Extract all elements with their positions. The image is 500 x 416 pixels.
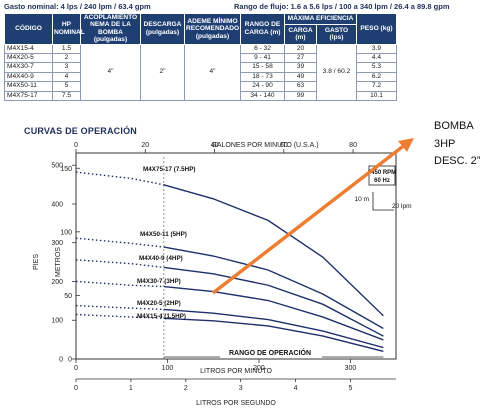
row-peso: 3.9 xyxy=(356,43,398,55)
left-tick-label: 500 xyxy=(51,163,63,170)
series-label: M4X40-9 (4HP) xyxy=(139,255,183,262)
lpm-tick-label: 200 xyxy=(253,365,265,372)
top-tick-label: 20 xyxy=(141,142,149,149)
lps-tick-label: 5 xyxy=(348,385,352,392)
spec-table: CÓDIGO HP NOMINAL ACOPLAMIENTO NEMA DE L… xyxy=(4,13,398,102)
curve-series-dotted xyxy=(75,171,164,186)
series-label: M4X30-7 (3HP) xyxy=(137,278,181,285)
metre-tick-label: 150 xyxy=(60,166,72,173)
series-label: M4X15-4 (1.5HP) xyxy=(137,313,186,320)
series-label: M4X50-11 (5HP) xyxy=(140,231,187,238)
row-carga: 27 xyxy=(284,53,317,64)
row-carga: 63 xyxy=(284,81,317,92)
row-peso: 10.1 xyxy=(356,90,398,102)
top-tick-label: 60 xyxy=(280,142,288,149)
lps-tick-label: 0 xyxy=(74,385,78,392)
side-note-line1: BOMBA xyxy=(434,120,474,132)
curve-series-dotted xyxy=(75,304,164,311)
metre-tick-label: 100 xyxy=(60,229,72,236)
left-tick-label: 200 xyxy=(51,279,63,286)
series-label: M4X75-17 (7.5HP) xyxy=(143,166,196,173)
top-tick-label: 40 xyxy=(211,142,219,149)
left-tick-label: 100 xyxy=(51,318,63,325)
lps-tick-label: 4 xyxy=(294,385,298,392)
side-note-line2: 3HP xyxy=(434,138,456,150)
curve-series xyxy=(163,317,384,353)
lpm-axis-label: LITROS POR MINUTO xyxy=(200,368,272,375)
shared-descarga: 2" xyxy=(140,43,185,102)
metre-axis-label: METROS xyxy=(55,247,62,277)
header-gasto: GASTO (lps) xyxy=(315,23,358,45)
shared-gasto: 3.8 / 60.2 xyxy=(315,43,358,102)
lpm-tick-label: 100 xyxy=(162,365,174,372)
annotation-arrow-shaft xyxy=(211,142,408,295)
table-row: M4X15-4 1.5 4" 2" 4" 6 - 32 20 3.8 / 60.… xyxy=(4,43,398,102)
plot-frame xyxy=(75,152,397,360)
spec-header: Gasto nominal: 4 lps / 240 lpm / 63.4 gp… xyxy=(4,2,494,12)
row-hp: 4 xyxy=(52,71,81,83)
series-label: M4X20-5 (2HP) xyxy=(137,300,181,307)
row-peso: 4.4 xyxy=(356,53,398,64)
row-peso: 7.2 xyxy=(356,81,398,92)
top-tick-label: 0 xyxy=(74,142,78,149)
row-carga: 39 xyxy=(284,62,317,73)
curve-series-dotted xyxy=(75,313,164,320)
row-carga: 99 xyxy=(284,90,317,102)
left-axis-label: PIES xyxy=(33,254,40,270)
row-peso: 6.2 xyxy=(356,71,398,83)
speed-box xyxy=(368,165,396,186)
shared-acoplamiento: 4" xyxy=(80,43,141,102)
curve-series xyxy=(163,308,384,349)
left-tick-label: 300 xyxy=(51,240,63,247)
row-peso: 5.3 xyxy=(356,62,398,73)
curve-series xyxy=(163,266,384,337)
row-hp: 5 xyxy=(52,81,81,92)
table-row: M4X40-9 4 18 - 73 49 6.2 xyxy=(4,71,398,83)
scale-lpm-label: 20 lpm xyxy=(392,203,412,210)
flow-range-text: Rango de flujo: 1.6 a 5.6 lps / 100 a 34… xyxy=(234,2,450,11)
metre-tick-label: 50 xyxy=(64,293,72,300)
top-tick-label: 80 xyxy=(349,142,357,149)
header-peso: PESO (kg) xyxy=(356,13,398,45)
speed-rpm: 3450 RPM xyxy=(368,170,396,176)
left-tick-label: 400 xyxy=(51,201,63,208)
lps-axis-label: LITROS POR SEGUNDO xyxy=(196,400,276,407)
side-note-line3: DESC. 2” xyxy=(434,155,481,167)
scale-marker xyxy=(372,192,394,211)
shared-ademe: 4" xyxy=(184,43,241,102)
curve-series-dotted xyxy=(75,237,164,248)
operating-range-label: RANGO DE OPERACIÓN xyxy=(229,348,311,357)
header-acoplamiento: ACOPLAMIENTO NEMA DE LA BOMBA (pulgadas) xyxy=(80,13,141,45)
header-hp-nominal: HP NOMINAL xyxy=(52,13,85,45)
row-hp: 2 xyxy=(52,53,81,64)
table-row: M4X30-7 3 15 - 58 39 5.3 xyxy=(4,62,398,73)
scale-m-label: 10 m xyxy=(355,196,369,203)
curve-series-dotted xyxy=(75,280,164,288)
curve-series-dotted xyxy=(75,259,164,269)
lps-tick-label: 2 xyxy=(184,385,188,392)
header-carga: CARGA (m) xyxy=(284,23,317,45)
table-row: M4X50-11 5 24 - 90 63 7.2 xyxy=(4,81,398,92)
lpm-tick-label: 0 xyxy=(74,365,78,372)
left-tick-label: 0 xyxy=(59,357,63,364)
table-row: M4X20-5 2 9 - 41 27 4.4 xyxy=(4,53,398,64)
chart-title: CURVAS DE OPERACIÓN xyxy=(24,126,137,136)
lpm-tick-label: 300 xyxy=(345,365,357,372)
curve-series xyxy=(163,246,384,330)
table-row: M4X75-17 7.5 34 - 140 99 10.1 xyxy=(4,90,398,102)
row-hp: 7.5 xyxy=(52,90,81,102)
header-ademe: ADEME MÍNIMO RECOMENDADO (pulgadas) xyxy=(184,13,241,45)
lps-tick-label: 1 xyxy=(129,385,133,392)
curve-series xyxy=(163,184,384,317)
lps-tick-label: 3 xyxy=(239,385,243,392)
curve-series xyxy=(163,285,384,341)
row-hp: 3 xyxy=(52,62,81,73)
row-carga: 49 xyxy=(284,71,317,83)
metre-tick-label: 0 xyxy=(68,357,72,364)
annotation-arrow-head xyxy=(398,138,414,152)
top-axis-label: GALONES POR MINUTO (U.S.A.) xyxy=(211,142,318,149)
speed-hz: 60 Hz xyxy=(374,178,390,184)
nominal-flow-text: Gasto nominal: 4 lps / 240 lpm / 63.4 gp… xyxy=(4,2,151,11)
